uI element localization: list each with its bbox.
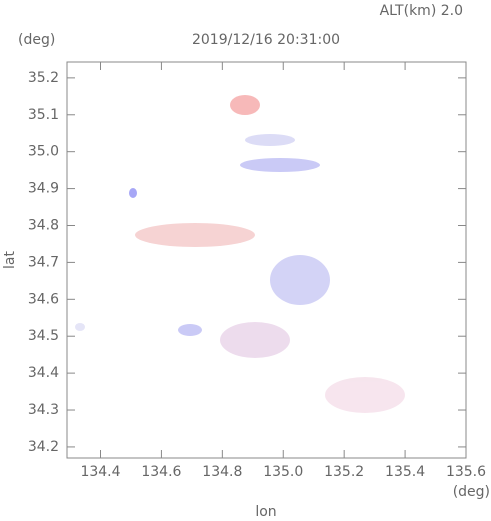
x-tick-label: 134.4 bbox=[80, 464, 120, 480]
plot-frame bbox=[66, 61, 467, 459]
chart-title: 2019/12/16 20:31:00 bbox=[192, 32, 340, 48]
x-axis-label: lon bbox=[255, 504, 276, 520]
y-tick-label: 34.5 bbox=[28, 328, 59, 344]
y-tick-label: 34.6 bbox=[28, 291, 59, 307]
echo-field bbox=[75, 95, 405, 413]
y-unit: (deg) bbox=[18, 32, 55, 48]
y-tick-label: 34.2 bbox=[28, 439, 59, 455]
y-tick-label: 34.3 bbox=[28, 402, 59, 418]
x-unit: (deg) bbox=[453, 484, 490, 500]
x-tick-label: 135.2 bbox=[324, 464, 364, 480]
x-tick-label: 135.4 bbox=[385, 464, 425, 480]
y-tick-label: 34.4 bbox=[28, 365, 59, 381]
x-tick-label: 135.0 bbox=[263, 464, 303, 480]
y-tick-label: 35.0 bbox=[28, 144, 59, 160]
x-tick-label: 134.8 bbox=[202, 464, 242, 480]
y-tick-label: 35.1 bbox=[28, 107, 59, 123]
y-tick-label: 34.9 bbox=[28, 181, 59, 197]
x-tick-label: 135.6 bbox=[446, 464, 486, 480]
y-tick-label: 34.7 bbox=[28, 254, 59, 270]
y-tick-label: 35.2 bbox=[28, 70, 59, 86]
x-tick-label: 134.6 bbox=[141, 464, 181, 480]
y-axis-label: lat bbox=[2, 251, 18, 269]
altitude-label: ALT(km) 2.0 bbox=[380, 3, 463, 19]
y-tick-label: 34.8 bbox=[28, 217, 59, 233]
